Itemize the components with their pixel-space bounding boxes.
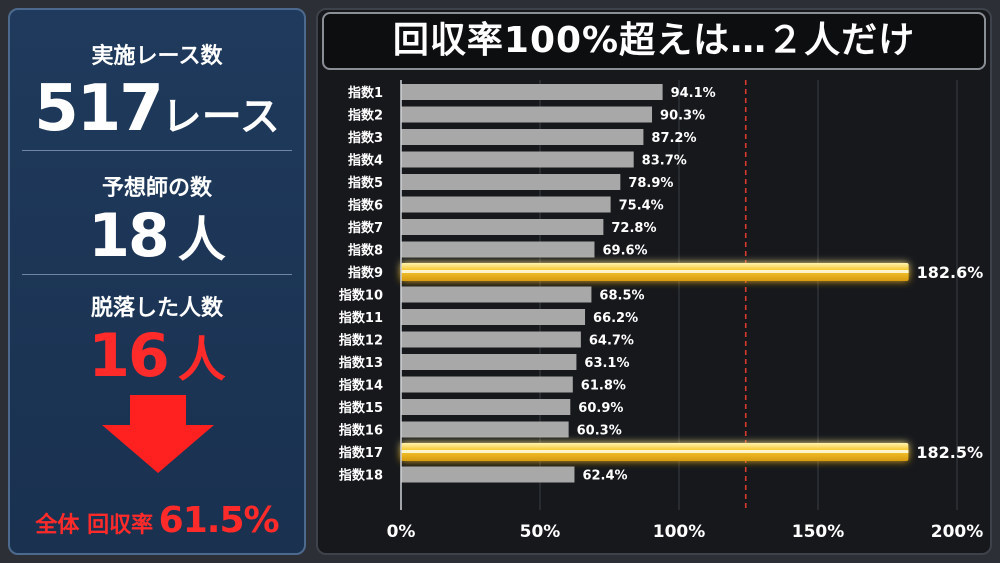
- category-label: 指数4: [348, 153, 383, 169]
- category-label: 指数6: [348, 198, 383, 214]
- dropout-value: 16: [88, 321, 169, 391]
- dropout-stat: 16 人: [10, 320, 304, 391]
- value-label: 60.3%: [577, 424, 622, 439]
- bar: [401, 376, 573, 393]
- value-label: 66.2%: [593, 311, 638, 326]
- races-value: 517: [34, 72, 164, 146]
- divider: [22, 274, 292, 275]
- category-label: 指数1: [348, 85, 383, 101]
- x-tick-label: 100%: [653, 522, 706, 542]
- tipsters-label: 予想師の数: [101, 176, 212, 201]
- category-label: 指数2: [348, 108, 383, 124]
- bar: [401, 151, 634, 168]
- overall-recovery: 全体 回収率 61.5%: [10, 500, 304, 541]
- bar-shine: [401, 270, 909, 273]
- x-tick-label: 50%: [520, 522, 561, 542]
- category-label: 指数11: [339, 310, 383, 326]
- bar-shine: [401, 450, 909, 453]
- category-label: 指数13: [339, 355, 383, 371]
- divider: [22, 150, 292, 151]
- stats-panel: 実施レース数 517レース 予想師の数 18 人 脱落した人数 16 人 全体 回収…: [8, 8, 306, 555]
- x-tick-label: 200%: [931, 522, 984, 542]
- bar: [401, 286, 592, 303]
- bar: [401, 174, 621, 190]
- value-label: 63.1%: [584, 356, 629, 371]
- bar: [401, 196, 611, 213]
- races-label: 実施レース数: [91, 44, 223, 69]
- category-label: 指数17: [339, 445, 383, 461]
- bar: [401, 309, 586, 325]
- value-label: 61.8%: [581, 379, 626, 394]
- dropout-label: 脱落した人数: [90, 296, 223, 321]
- value-label: 69.6%: [602, 244, 647, 259]
- value-label: 75.4%: [619, 199, 664, 214]
- value-label: 60.9%: [578, 401, 623, 416]
- category-label: 指数3: [348, 130, 383, 146]
- bar: [401, 219, 604, 235]
- tipsters-stat: 18 人: [10, 200, 304, 271]
- category-label: 指数5: [348, 175, 383, 191]
- bar: [401, 466, 575, 483]
- tipsters-unit: 人: [177, 212, 226, 268]
- x-tick-label: 0%: [387, 522, 416, 542]
- category-label: 指数8: [348, 243, 383, 259]
- summary-label: 全体 回収率: [35, 513, 154, 538]
- category-label: 指数18: [339, 468, 383, 484]
- bar: [401, 241, 595, 258]
- category-label: 指数7: [348, 220, 383, 236]
- bar: [401, 421, 569, 438]
- value-label: 62.4%: [582, 469, 627, 484]
- races-unit: レース: [161, 94, 280, 140]
- value-label: 182.5%: [916, 443, 983, 462]
- bar: [401, 354, 577, 370]
- value-label: 83.7%: [642, 154, 687, 169]
- bar: [401, 129, 644, 145]
- x-tick-label: 150%: [792, 522, 845, 542]
- value-label: 87.2%: [651, 131, 696, 146]
- value-label: 90.3%: [660, 109, 705, 124]
- down-arrow-icon: [102, 395, 214, 473]
- dropout-unit: 人: [177, 332, 226, 388]
- value-label: 64.7%: [589, 334, 634, 349]
- chart-title: 回収率100%超えは…２人だけ: [322, 12, 986, 70]
- category-label: 指数14: [339, 378, 383, 394]
- value-label: 78.9%: [628, 176, 673, 191]
- category-label: 指数10: [339, 288, 383, 304]
- bar: [401, 399, 571, 415]
- summary-value: 61.5%: [158, 500, 280, 541]
- bar: [401, 84, 663, 100]
- bar: [401, 331, 581, 348]
- category-label: 指数12: [339, 333, 383, 349]
- bar: [401, 106, 653, 123]
- category-label: 指数16: [339, 423, 383, 439]
- tipsters-value: 18: [88, 201, 169, 271]
- value-label: 94.1%: [671, 86, 716, 101]
- value-label: 72.8%: [611, 221, 656, 236]
- category-label: 指数15: [339, 400, 383, 416]
- races-stat: 517レース: [10, 72, 304, 146]
- value-label: 68.5%: [599, 289, 644, 304]
- value-label: 182.6%: [917, 263, 984, 282]
- category-label: 指数9: [348, 265, 383, 281]
